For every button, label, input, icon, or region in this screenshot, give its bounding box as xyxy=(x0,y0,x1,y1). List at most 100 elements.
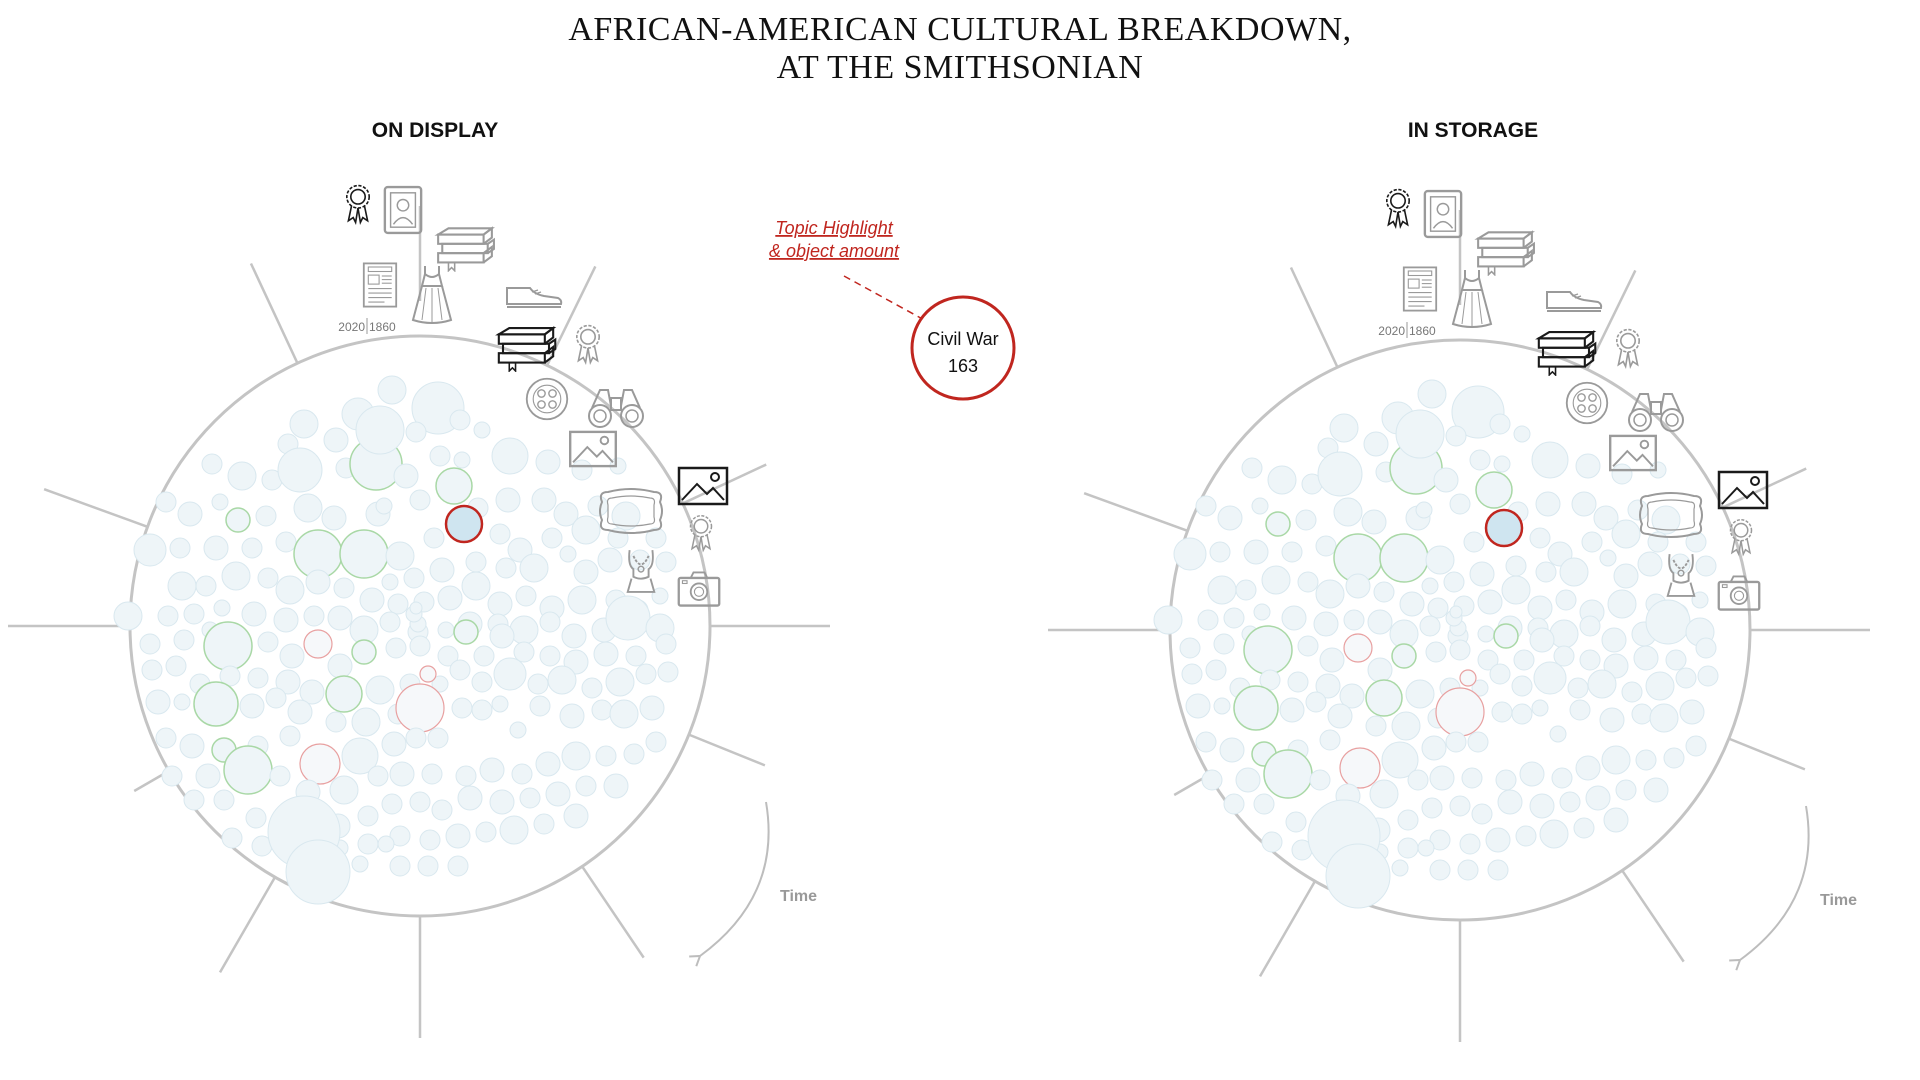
dress-icon xyxy=(1452,269,1492,328)
topic-bubble xyxy=(325,675,363,713)
topic-bubble xyxy=(461,571,491,601)
topic-bubble xyxy=(1281,605,1307,631)
topic-bubble xyxy=(167,571,197,601)
topic-bubble xyxy=(195,575,217,597)
topic-bubble xyxy=(1469,561,1495,587)
topic-bubble xyxy=(1425,545,1455,575)
topic-bubble xyxy=(275,669,301,695)
topic-bubble xyxy=(1209,541,1231,563)
topic-bubble xyxy=(489,623,515,649)
topic-bubble xyxy=(1285,811,1307,833)
topic-bubble xyxy=(529,695,551,717)
topic-bubble xyxy=(1535,561,1557,583)
topic-bubble xyxy=(293,493,323,523)
topic-bubble xyxy=(535,449,561,475)
topic-bubble xyxy=(275,531,297,553)
topic-bubble xyxy=(381,573,399,591)
topic-bubble xyxy=(1573,817,1595,839)
topic-bubble xyxy=(1445,425,1467,447)
topic-bubble xyxy=(1365,715,1387,737)
category-spoke xyxy=(1722,467,1807,509)
topic-bubble xyxy=(1405,679,1435,709)
topic-bubble xyxy=(1263,749,1313,799)
topic-highlight-callout: Topic Highlight & object amount Civil Wa… xyxy=(769,218,1016,401)
topic-bubble xyxy=(457,785,483,811)
topic-bubble xyxy=(1593,505,1619,531)
topic-bubble xyxy=(559,703,585,729)
panel-on-display: ON DISPLAY 2020 1860 Time xyxy=(8,119,830,1038)
topic-bubble xyxy=(303,605,325,627)
topic-bubble xyxy=(1513,649,1535,671)
topic-bubble xyxy=(657,661,679,683)
portrait-frame-icon xyxy=(1423,189,1463,239)
topic-bubble xyxy=(1575,453,1601,479)
panel-in-storage: IN STORAGE 2020 1860 Time xyxy=(1048,119,1870,1042)
topic-bubble xyxy=(1665,649,1687,671)
topic-bubble xyxy=(1449,795,1471,817)
topic-bubble xyxy=(1695,555,1717,577)
topic-bubble xyxy=(475,821,497,843)
topic-bubble xyxy=(1645,599,1691,645)
topic-bubble xyxy=(323,427,349,453)
topic-bubble xyxy=(1485,827,1511,853)
topic-bubble xyxy=(273,607,299,633)
topic-bubble xyxy=(1679,699,1705,725)
topic-bubble xyxy=(1571,491,1597,517)
topic-bubble xyxy=(213,599,231,617)
topic-bubble xyxy=(269,765,291,787)
topic-bubble xyxy=(553,501,579,527)
topic-bubble xyxy=(333,577,355,599)
topic-bubble xyxy=(247,667,269,689)
topic-bubble xyxy=(1635,749,1657,771)
topic-bubble xyxy=(341,737,379,775)
highlighted-topic-bubble xyxy=(444,504,484,544)
topic-bubble xyxy=(1531,441,1569,479)
topic-bubble xyxy=(1649,703,1679,733)
topic-bubble xyxy=(431,675,449,693)
topic-bubble xyxy=(1317,451,1363,497)
topic-bubble xyxy=(1495,769,1517,791)
topic-bubble xyxy=(1633,645,1659,671)
topic-bubble xyxy=(275,575,305,605)
topic-bubble xyxy=(1213,697,1231,715)
topic-bubble xyxy=(113,601,143,631)
topic-bubble xyxy=(213,789,235,811)
topic-bubble xyxy=(535,751,561,777)
topic-bubble xyxy=(223,745,273,795)
topic-bubble xyxy=(221,561,251,591)
topic-bubble xyxy=(161,765,183,787)
topic-bubble xyxy=(655,551,677,573)
topic-bubble xyxy=(365,675,395,705)
topic-bubble xyxy=(593,641,619,667)
topic-bubble xyxy=(165,655,187,677)
topic-bubble xyxy=(1613,563,1639,589)
topic-bubble xyxy=(1553,645,1575,667)
topic-bubble xyxy=(245,807,267,829)
topic-bubble xyxy=(429,445,451,467)
topic-bubble xyxy=(1427,597,1449,619)
topic-bubble xyxy=(1391,859,1409,877)
topic-bubble xyxy=(327,653,353,679)
topic-bubble xyxy=(561,623,587,649)
topic-bubble xyxy=(519,553,549,583)
topic-bubble xyxy=(491,695,509,713)
topic-bubble xyxy=(639,695,665,721)
topic-bubble xyxy=(645,527,667,549)
topic-bubble xyxy=(1559,791,1581,813)
topic-bubble xyxy=(357,805,379,827)
topic-bubble xyxy=(1449,493,1471,515)
topic-bubble xyxy=(1243,539,1269,565)
topic-bubble xyxy=(387,593,409,615)
topic-bubble xyxy=(1579,649,1601,671)
topic-bubble xyxy=(487,591,513,617)
topic-bubble xyxy=(1471,679,1489,697)
topic-bubble xyxy=(1219,737,1245,763)
topic-bubble xyxy=(1467,731,1489,753)
topic-bubble xyxy=(1531,699,1549,717)
topic-bubble xyxy=(195,763,221,789)
topic-bubble xyxy=(1421,797,1443,819)
topic-bubble xyxy=(1261,831,1283,853)
topic-bubble xyxy=(1325,843,1391,909)
topic-bubble xyxy=(1663,747,1685,769)
topic-bubble xyxy=(1511,675,1533,697)
